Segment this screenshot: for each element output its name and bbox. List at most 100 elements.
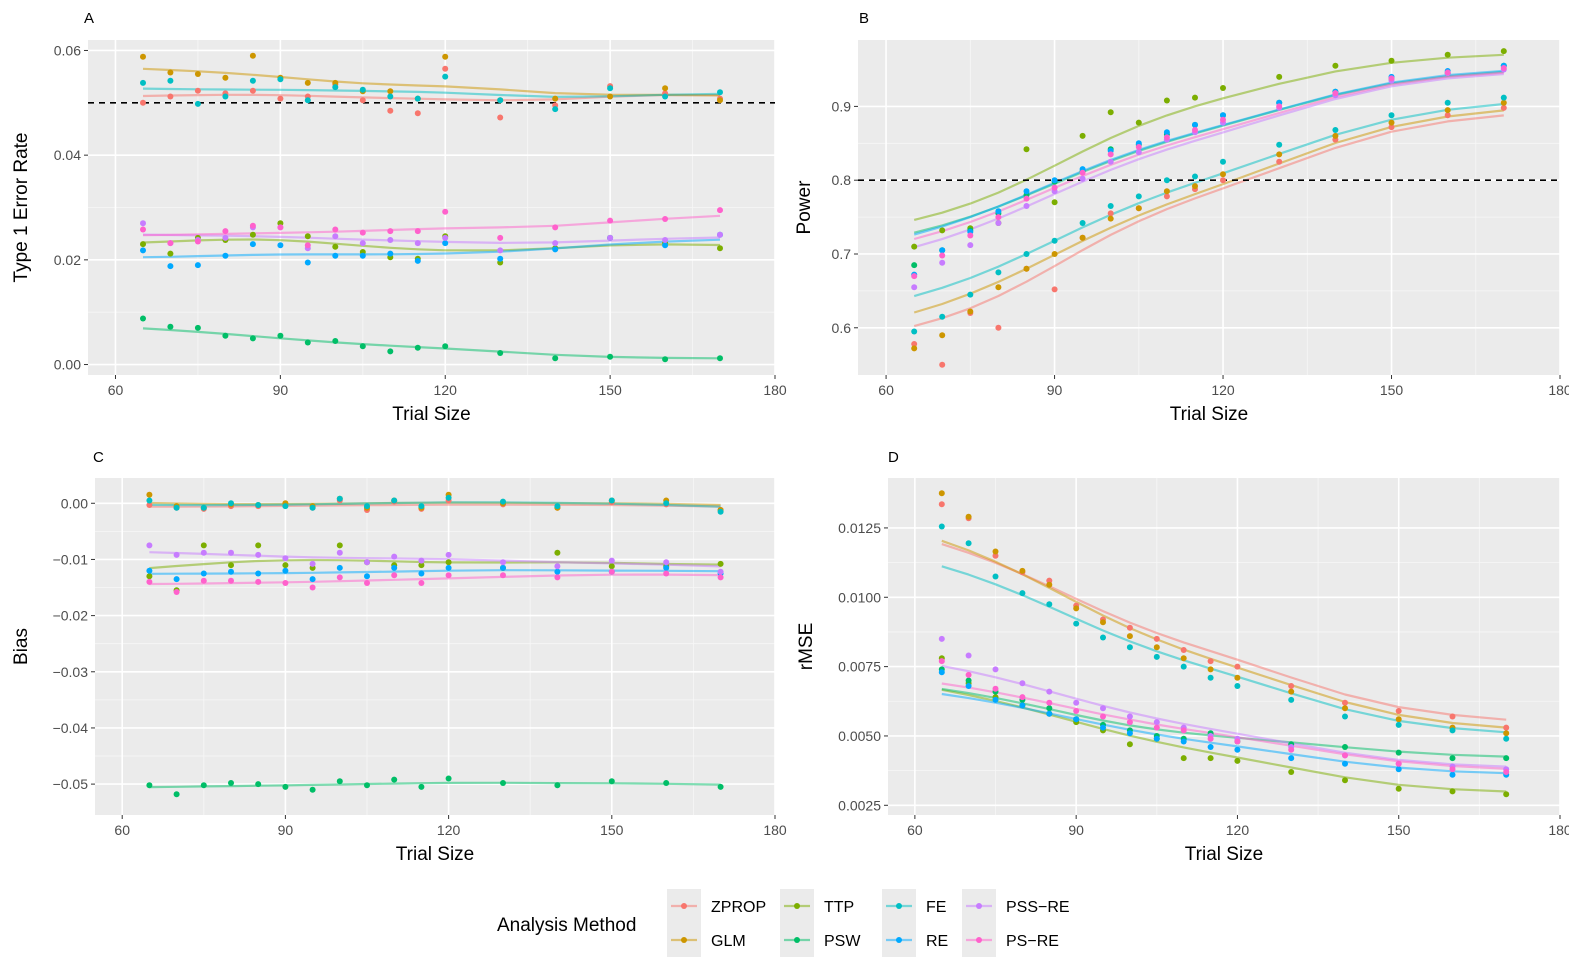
legend-label: GLM	[711, 933, 746, 950]
data-point-ttp	[332, 243, 339, 250]
data-point-fe	[249, 77, 256, 84]
data-point-re	[167, 263, 174, 270]
data-point-ps-re	[1023, 195, 1030, 202]
data-point-ps-re	[911, 273, 918, 280]
data-point-re	[255, 570, 262, 577]
data-point-glm	[167, 69, 174, 76]
data-point-glm	[1395, 716, 1402, 723]
data-point-glm	[965, 513, 972, 520]
x-tick-label: 150	[600, 822, 624, 838]
data-point-re	[1023, 188, 1030, 195]
data-point-pss-re	[255, 551, 262, 558]
data-point-psw	[554, 782, 561, 789]
data-point-zprop	[1503, 724, 1510, 731]
x-tick-label: 120	[434, 382, 458, 398]
data-point-ttp	[1023, 146, 1030, 153]
data-point-glm	[1073, 605, 1080, 612]
data-point-glm	[1019, 567, 1026, 574]
data-point-fe	[1444, 99, 1451, 106]
data-point-ttp	[1126, 741, 1133, 748]
data-point-pss-re	[992, 666, 999, 673]
data-point-ttp	[200, 542, 207, 549]
data-point-glm	[1051, 251, 1058, 257]
data-point-pss-re	[717, 231, 723, 238]
y-tick-label: 0.0050	[838, 728, 881, 744]
data-point-ps-re	[228, 577, 234, 584]
data-point-re	[1051, 177, 1058, 184]
data-point-pss-re	[662, 237, 669, 243]
data-point-psw	[442, 343, 449, 350]
data-point-pss-re	[497, 247, 504, 254]
panel-letter: D	[888, 449, 899, 466]
series-line-pss-re	[142, 233, 721, 244]
data-point-re	[146, 567, 153, 574]
x-tick-label: 150	[598, 382, 622, 398]
data-point-ps-re	[1153, 724, 1160, 731]
data-point-re	[249, 241, 256, 248]
data-point-pss-re	[359, 240, 366, 247]
data-point-psw	[911, 262, 918, 269]
data-point-zprop	[167, 93, 174, 100]
data-point-fe	[1163, 177, 1170, 184]
data-point-fe	[445, 494, 452, 501]
data-point-psw	[309, 786, 316, 793]
data-point-pss-re	[200, 549, 207, 556]
legend-label: FE	[926, 899, 946, 916]
data-point-psw	[332, 338, 339, 344]
data-point-ps-re	[717, 574, 724, 581]
y-tick-label: 0.04	[54, 147, 81, 163]
data-point-zprop	[939, 361, 946, 368]
data-point-pss-re	[552, 240, 559, 247]
data-point-zprop	[1207, 658, 1214, 665]
data-point-fe	[1342, 713, 1348, 720]
data-point-pss-re	[391, 553, 398, 560]
data-point-fe	[1207, 674, 1214, 681]
x-axis-title: Trial Size	[396, 844, 474, 865]
data-point-fe	[140, 79, 146, 86]
data-point-glm	[442, 53, 449, 60]
data-point-glm	[1503, 730, 1510, 737]
data-point-pss-re	[282, 555, 289, 562]
data-point-ps-re	[608, 568, 615, 575]
data-point-pss-re	[332, 233, 339, 240]
data-point-glm	[304, 79, 311, 86]
x-axis-title: Trial Size	[1170, 404, 1248, 425]
data-point-ttp	[554, 549, 561, 556]
data-point-ttp	[167, 250, 174, 257]
data-point-zprop	[1342, 699, 1348, 706]
data-point-glm	[222, 74, 229, 81]
data-point-pss-re	[939, 259, 946, 266]
panel-letter: C	[93, 449, 104, 466]
data-point-ttp	[1220, 85, 1226, 91]
x-tick-label: 120	[437, 822, 461, 838]
data-point-ps-re	[554, 574, 561, 581]
data-point-psw	[418, 783, 425, 790]
data-point-fe	[1073, 620, 1080, 627]
data-point-glm	[552, 95, 559, 102]
data-point-re	[1153, 735, 1160, 742]
data-point-zprop	[1153, 635, 1160, 642]
data-point-glm	[1332, 132, 1339, 139]
data-point-ps-re	[1449, 766, 1456, 773]
data-point-ps-re	[167, 240, 174, 247]
legend-key-point	[976, 903, 982, 909]
y-tick-label: 0.02	[54, 252, 81, 268]
data-point-re	[662, 242, 669, 249]
data-point-pss-re	[607, 234, 614, 241]
y-tick-label: 0.06	[54, 42, 81, 58]
data-point-re	[309, 576, 316, 583]
series-line-pss-re	[941, 664, 1507, 768]
data-point-re	[1163, 129, 1170, 136]
data-point-zprop	[1288, 683, 1295, 689]
data-point-ps-re	[1079, 169, 1086, 176]
data-point-fe	[552, 106, 559, 113]
data-point-fe	[1153, 653, 1160, 660]
data-point-ps-re	[500, 572, 506, 579]
data-point-re	[1126, 730, 1133, 737]
data-point-pss-re	[1046, 688, 1053, 695]
data-point-glm	[662, 85, 669, 92]
data-point-psw	[662, 356, 669, 363]
data-point-ttp	[1449, 788, 1456, 795]
data-point-ttp	[1051, 199, 1058, 206]
data-point-fe	[939, 313, 946, 320]
